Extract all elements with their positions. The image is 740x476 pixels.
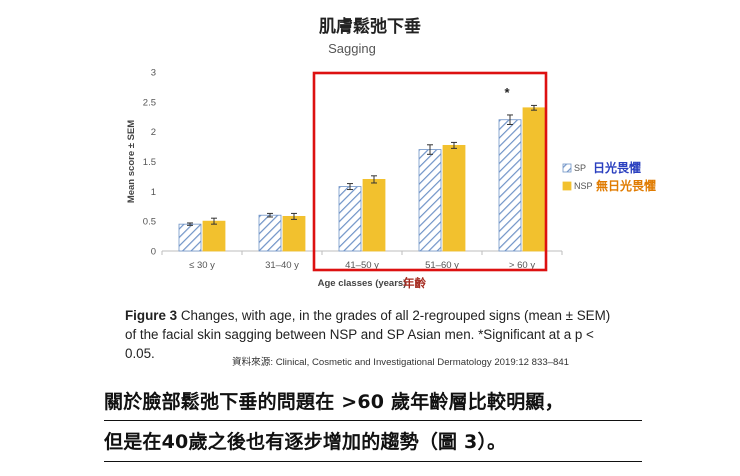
chart: 肌膚鬆弛下垂 Sagging 0 0.5 1 1.5 2 2.5 3 Mean score ±… xyxy=(126,16,656,290)
y-tick-label: 1 xyxy=(151,187,156,198)
bar-nsp xyxy=(202,220,226,252)
bar-sp xyxy=(338,186,362,252)
x-tick-label: 41–50 y xyxy=(345,260,379,271)
y-tick-label: 0 xyxy=(151,247,156,258)
bar-nsp xyxy=(362,178,386,252)
y-tick-label: 0.5 xyxy=(143,217,156,228)
x-axis-label-chinese: 年齡 xyxy=(403,276,426,290)
chart-title: 肌膚鬆弛下垂 xyxy=(319,16,421,37)
bar-sp xyxy=(498,119,522,252)
summary-line-1: 關於臉部鬆弛下垂的問題在 >60 歲年齡層比較明顯， xyxy=(104,391,564,413)
chart-subtitle: Sagging xyxy=(328,41,376,56)
y-tick-label: 2.5 xyxy=(143,97,156,108)
bar-nsp xyxy=(522,107,546,252)
legend-swatch-nsp xyxy=(562,181,572,191)
x-tick-label: 51–60 y xyxy=(425,260,459,271)
y-axis-label: Mean score ± SEM xyxy=(126,120,137,203)
summary-underline-2 xyxy=(104,461,642,462)
legend-series-code: NSP xyxy=(574,181,593,191)
legend-series-label: 日光畏懼 xyxy=(593,160,641,175)
significance-marker: * xyxy=(504,85,510,100)
highlight-box xyxy=(312,71,548,272)
x-axis-label: Age classes (years) xyxy=(318,278,407,289)
bar-sp xyxy=(178,223,202,252)
figure-label: Figure 3 xyxy=(125,308,178,323)
bar-nsp xyxy=(282,215,306,252)
bar-sp xyxy=(418,149,442,252)
legend-series-label: 無日光畏懼 xyxy=(596,178,656,193)
figure-caption: Figure 3 Changes, with age, in the grade… xyxy=(125,306,625,363)
legend-swatch-sp xyxy=(562,163,572,173)
figure-caption-text: Changes, with age, in the grades of all … xyxy=(125,308,611,361)
x-tick-label: > 60 y xyxy=(509,260,535,271)
y-tick-label: 2 xyxy=(151,127,156,138)
bar-nsp xyxy=(442,144,466,252)
legend-series-code: SP xyxy=(574,163,586,173)
summary-line-2: 但是在40歲之後也有逐步增加的趨勢（圖 3）。 xyxy=(104,431,507,453)
source-citation: 資料來源: Clinical, Cosmetic and Investigati… xyxy=(232,357,570,368)
y-tick-label: 1.5 xyxy=(143,157,156,168)
summary-underline-1 xyxy=(104,420,642,421)
x-tick-label: ≤ 30 y xyxy=(189,260,215,271)
x-tick-label: 31–40 y xyxy=(265,260,299,271)
y-tick-label: 3 xyxy=(151,68,156,79)
bar-sp xyxy=(258,214,282,252)
